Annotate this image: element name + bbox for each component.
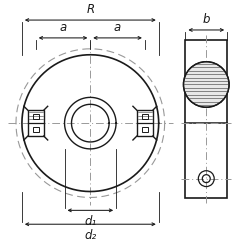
Text: d₂: d₂: [84, 229, 96, 242]
Polygon shape: [137, 110, 153, 136]
Text: d₁: d₁: [84, 215, 96, 228]
Text: b: b: [202, 13, 210, 26]
Text: a: a: [60, 21, 67, 34]
Circle shape: [184, 62, 229, 107]
Text: R: R: [86, 3, 94, 16]
Text: a: a: [114, 21, 121, 34]
Polygon shape: [28, 110, 44, 136]
